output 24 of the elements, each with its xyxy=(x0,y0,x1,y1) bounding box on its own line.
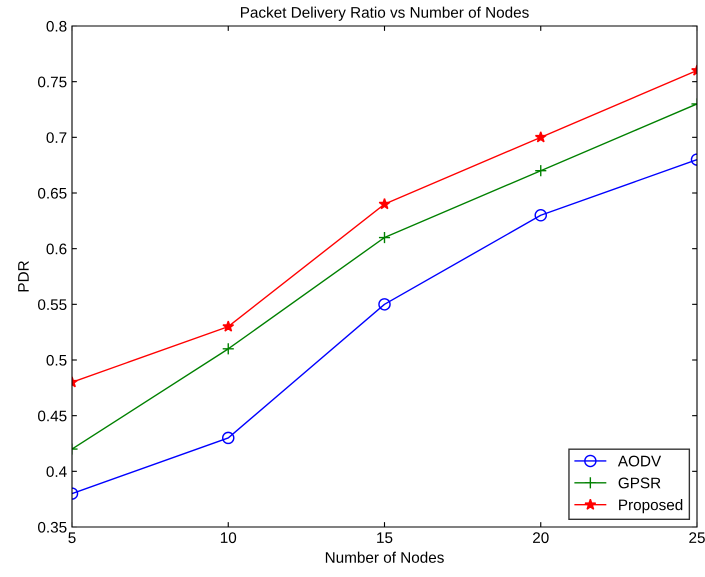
y-tick-label: 0.55 xyxy=(38,299,66,310)
y-tick-label: 0.75 xyxy=(38,76,66,88)
y-tick-label: 0.45 xyxy=(38,410,66,422)
y-tick-label: 0.65 xyxy=(38,188,66,199)
chart-title: Packet Delivery Ratio vs Number of Nodes xyxy=(240,6,529,21)
point xyxy=(378,198,390,210)
x-tick-label: 10 xyxy=(220,532,236,544)
legend-label: AODV xyxy=(618,456,662,466)
point xyxy=(378,231,391,244)
x-tick-label: 15 xyxy=(377,532,392,544)
y-tick-label: 0.7 xyxy=(46,132,66,144)
x-tick-label: 5 xyxy=(68,532,76,544)
y-tick-label: 0.6 xyxy=(46,244,66,254)
legend-label: GPSR xyxy=(618,478,660,488)
y-axis-title: PDR xyxy=(18,261,29,292)
x-tick-label: 25 xyxy=(689,532,705,544)
y-tick-label: 0.35 xyxy=(38,522,66,533)
y-tick-label: 0.8 xyxy=(46,20,66,32)
x-axis-title: Number of Nodes xyxy=(326,552,444,563)
point xyxy=(378,298,391,311)
legend-label: Proposed xyxy=(619,499,682,514)
y-tick-label: 0.4 xyxy=(46,466,67,478)
x-tick-label: 20 xyxy=(533,532,549,544)
y-tick-label: 0.5 xyxy=(46,354,66,366)
